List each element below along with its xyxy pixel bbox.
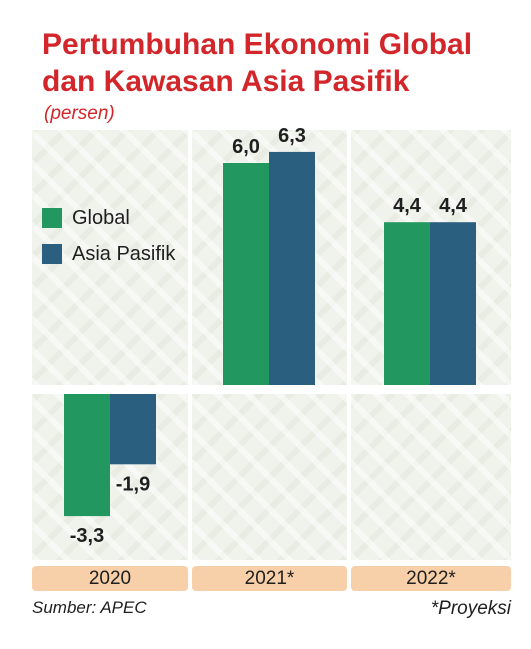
bar-global-2021 xyxy=(223,163,269,385)
legend-label-asia-pasifik: Asia Pasifik xyxy=(72,242,176,265)
data-label-asia-pasifik-2020: -1,9 xyxy=(116,473,150,495)
panel-2021-lower xyxy=(192,394,347,560)
category-label-2020: 2020 xyxy=(32,566,188,591)
chart-subtitle: (persen) xyxy=(44,103,115,124)
legend-swatch-global xyxy=(42,208,62,228)
bar-asia-pasifik-2022 xyxy=(430,222,476,385)
legend-label-global: Global xyxy=(72,206,130,229)
bar-global-2020 xyxy=(64,394,110,517)
bar-global-2022 xyxy=(384,222,430,385)
category-label-2022: 2022* xyxy=(351,566,511,591)
data-label-global-2021: 6,0 xyxy=(232,136,260,158)
bar-asia-pasifik-2021 xyxy=(269,151,315,385)
category-label-2021: 2021* xyxy=(192,566,347,591)
data-label-global-2020: -3,3 xyxy=(70,525,104,547)
legend-item-global: Global xyxy=(42,200,175,236)
panel-2022-lower xyxy=(351,394,511,560)
chart-title: Pertumbuhan Ekonomi Global dan Kawasan A… xyxy=(42,28,473,98)
legend-swatch-asia-pasifik xyxy=(42,244,62,264)
source-note: Sumber: APEC xyxy=(32,598,147,617)
data-label-asia-pasifik-2022: 4,4 xyxy=(439,195,468,217)
projection-note: *Proyeksi xyxy=(430,598,511,619)
data-label-global-2022: 4,4 xyxy=(393,195,422,217)
bar-asia-pasifik-2020 xyxy=(110,394,156,465)
legend: Global Asia Pasifik xyxy=(42,200,175,272)
legend-item-asia-pasifik: Asia Pasifik xyxy=(42,236,175,272)
data-label-asia-pasifik-2021: 6,3 xyxy=(278,125,306,147)
